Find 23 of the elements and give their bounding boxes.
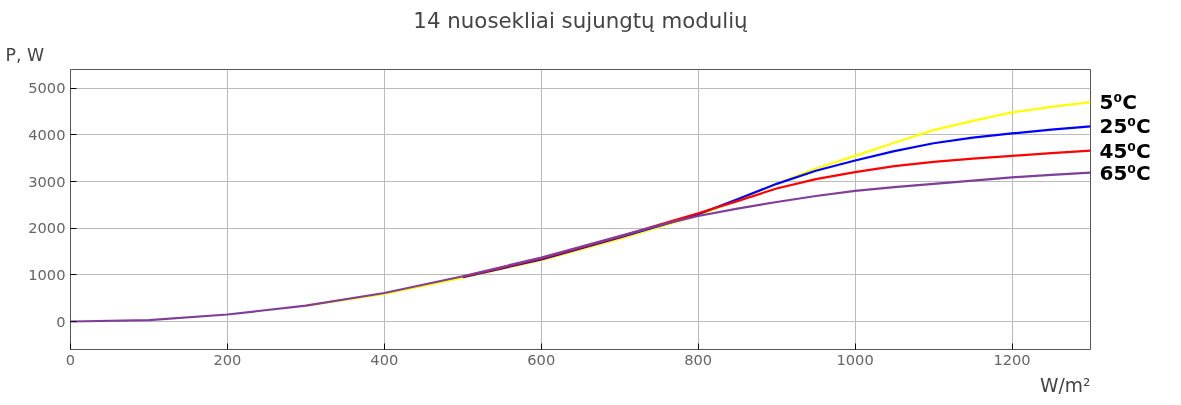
x-tick-label: 400 [370, 350, 399, 368]
x-tick-label: 200 [213, 350, 242, 368]
x-tick-label: 800 [684, 350, 713, 368]
x-tick-label: 600 [527, 350, 556, 368]
series-label: 25⁰C [1099, 114, 1151, 139]
line-series [461, 125, 1091, 279]
x-tick-label: 1000 [836, 350, 874, 368]
series-label: 5⁰C [1099, 90, 1137, 115]
y-tick-label: 4000 [28, 125, 66, 143]
line-series [70, 171, 1091, 323]
x-axis-title: W/m² [1040, 374, 1091, 396]
x-tick-label: 1200 [993, 350, 1031, 368]
line-series [461, 149, 1091, 278]
y-tick-label: 5000 [28, 79, 66, 97]
y-tick-label: 0 [56, 312, 66, 330]
line-series [304, 101, 1091, 307]
series-label: 65⁰C [1099, 160, 1151, 185]
chart-title: 14 nuosekliai sujungtų modulių [413, 7, 749, 33]
y-axis-title: P, W [5, 44, 45, 65]
y-tick-label: 3000 [28, 172, 66, 190]
y-tick-label: 1000 [28, 265, 66, 283]
y-tick-label: 2000 [28, 219, 66, 237]
series-label: 45⁰C [1099, 138, 1151, 163]
